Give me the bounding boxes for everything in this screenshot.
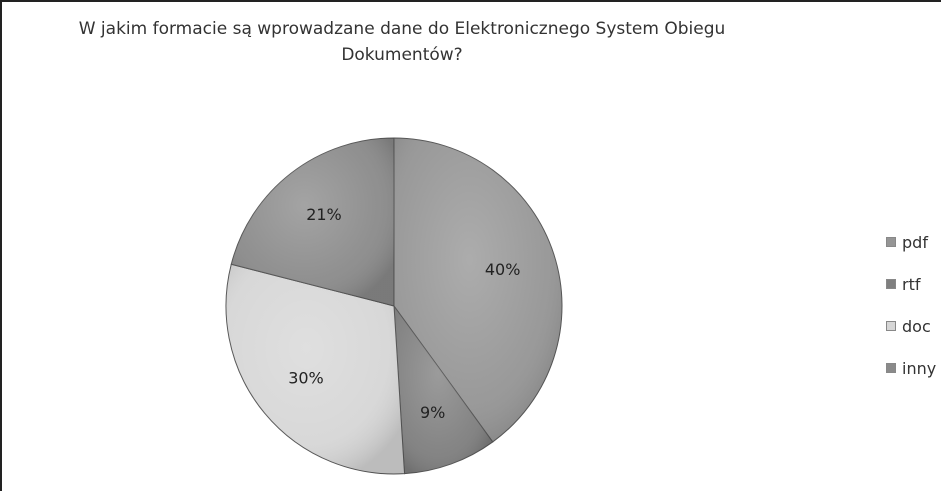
legend-item-pdf: pdf [886,232,936,252]
chart-title-line-2: Dokumentów? [341,45,463,65]
chart-title-line-1: W jakim formacie są wprowadzane dane do … [78,19,726,39]
legend-label-rtf: rtf [902,274,921,294]
data-label-doc: 30% [288,368,324,387]
legend-item-inny: inny [886,358,936,378]
pie-slice-shading-doc [226,264,405,474]
data-label-inny: 21% [306,205,342,224]
pie-slice-shading-pdf [394,138,562,442]
pie-slice-shading-inny [231,138,394,306]
chart-title: W jakim formacie są wprowadzane dane do … [2,16,802,68]
legend-swatch-inny [886,363,896,373]
legend-label-inny: inny [902,358,937,378]
legend-swatch-rtf [886,279,896,289]
legend: pdf rtf doc inny [886,232,936,400]
data-label-pdf: 40% [485,260,521,279]
legend-item-doc: doc [886,316,936,336]
legend-label-pdf: pdf [902,232,928,252]
legend-swatch-doc [886,321,896,331]
pie-slice-shading-rtf [394,306,493,474]
legend-label-doc: doc [902,316,931,336]
legend-swatch-pdf [886,237,896,247]
legend-item-rtf: rtf [886,274,936,294]
data-label-rtf: 9% [420,403,445,422]
